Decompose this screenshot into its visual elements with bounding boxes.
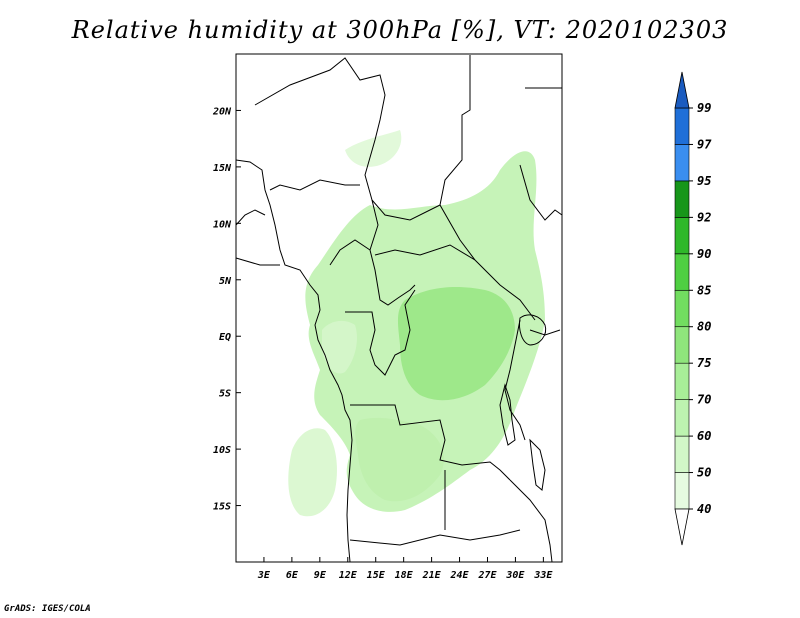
lon-tick-label: 15E <box>367 570 386 581</box>
lon-tick-label: 12E <box>339 570 358 581</box>
map-frame: 3E 6E 9E 12E 15E 18E 21E 24E 27E 30E 33E 20N 15N 10N 5… <box>212 53 563 581</box>
colorbar-box <box>674 253 690 291</box>
lon-tick-label: 30E <box>505 570 525 581</box>
colorbar-box <box>674 362 690 400</box>
grads-credit: GrADS: IGES/COLA <box>4 604 91 614</box>
colorbar-label: 85 <box>697 283 711 297</box>
lat-tick-label: 20N <box>212 106 232 117</box>
border-drc-angola <box>350 404 511 481</box>
colorbar-box <box>674 399 690 437</box>
border-cameroon <box>329 239 416 306</box>
humidity-shading <box>288 130 545 517</box>
colorbar-bottom-triangle <box>674 508 690 546</box>
humidity-patch-southwest <box>288 428 337 517</box>
colorbar-box <box>674 326 690 364</box>
lake-malawi <box>529 438 546 491</box>
border-south <box>349 470 553 563</box>
lon-tick-label: 9E <box>314 570 327 581</box>
lon-tick-label: 24E <box>450 570 470 581</box>
colorbar-label: 75 <box>697 356 711 370</box>
lon-tick-label: 33E <box>533 570 553 581</box>
colorbar-label: 80 <box>697 320 711 334</box>
border-west-countries <box>235 179 360 266</box>
coastline-west <box>235 159 353 563</box>
colorbar-box <box>674 217 690 255</box>
map-border-box <box>235 53 563 563</box>
colorbar-label: 92 <box>697 210 711 224</box>
lon-tick-label: 21E <box>422 570 442 581</box>
border-north-2 <box>439 55 536 321</box>
colorbar-label: 70 <box>697 393 711 407</box>
colorbar-box <box>674 144 690 182</box>
border-chad-car <box>371 199 476 261</box>
lat-tick-label: EQ <box>219 332 231 343</box>
lat-tick-label: 5N <box>219 276 232 287</box>
lat-tick-label: 15N <box>213 163 232 174</box>
colorbar: 40 50 60 70 75 80 85 90 92 95 97 99 <box>674 71 712 546</box>
lat-tick-label: 5S <box>219 389 231 400</box>
map-title: Relative humidity at 300hPa [%], VT: 202… <box>71 16 729 44</box>
lake-victoria <box>519 314 547 346</box>
colorbar-label: 99 <box>697 101 711 115</box>
border-east <box>519 87 563 221</box>
colorbar-label: 40 <box>697 502 711 516</box>
colorbar-label: 95 <box>697 174 711 188</box>
lon-tick-label: 18E <box>395 570 414 581</box>
border-congo <box>345 289 416 376</box>
colorbar-box <box>674 435 690 473</box>
lon-tick-label: 3E <box>257 570 271 581</box>
lake-tanganyika <box>499 383 516 446</box>
humidity-patch-gulf <box>322 320 357 374</box>
colorbar-label: 97 <box>697 137 712 151</box>
colorbar-box <box>674 289 690 328</box>
colorbar-label: 90 <box>697 247 711 261</box>
colorbar-top-triangle <box>674 71 690 109</box>
colorbar-box <box>674 180 690 218</box>
lat-tick-label: 15S <box>213 502 231 513</box>
colorbar-label: 50 <box>697 466 711 480</box>
colorbar-label: 60 <box>697 429 711 443</box>
humidity-patch-north <box>345 130 402 167</box>
lat-tick-label: 10N <box>213 219 232 230</box>
map-borders <box>235 55 563 563</box>
lon-tick-label: 6E <box>286 570 299 581</box>
humidity-patch-core <box>397 287 515 401</box>
colorbar-box <box>674 472 690 510</box>
colorbar-box <box>674 107 690 145</box>
humidity-patch-angola <box>355 417 444 502</box>
lat-tick-label: 10S <box>213 445 231 456</box>
lon-tick-label: 27E <box>477 570 497 581</box>
